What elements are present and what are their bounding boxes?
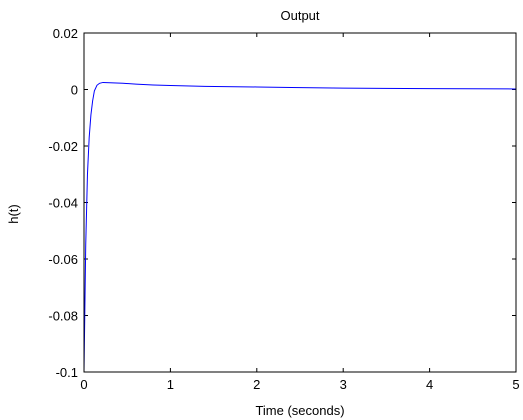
x-tick-label: 0	[80, 377, 87, 392]
y-axis-label: h(t)	[6, 204, 21, 224]
axis-ticks: 0 1 2 3 4 5 0.02 0 -0.02 -0.04 -0.06 -0.08 -0.1	[48, 26, 519, 392]
plot-area	[83, 81, 517, 373]
chart-title: Output	[280, 8, 319, 23]
x-axis-label: Time (seconds)	[255, 403, 344, 418]
axes-box	[83, 32, 517, 373]
y-tick-label: 0.02	[53, 26, 78, 41]
x-tick-label: 3	[340, 377, 347, 392]
y-tick-label: 0	[71, 83, 78, 98]
y-tick-label: -0.1	[56, 365, 78, 380]
y-tick-label: -0.04	[48, 196, 78, 211]
y-tick-label: -0.02	[48, 139, 78, 154]
series-line	[83, 81, 517, 373]
x-tick-label: 4	[426, 377, 433, 392]
x-tick-label: 5	[512, 377, 519, 392]
y-tick-label: -0.08	[48, 309, 78, 324]
y-tick-label: -0.06	[48, 252, 78, 267]
x-tick-label: 1	[167, 377, 174, 392]
x-tick-label: 2	[253, 377, 260, 392]
